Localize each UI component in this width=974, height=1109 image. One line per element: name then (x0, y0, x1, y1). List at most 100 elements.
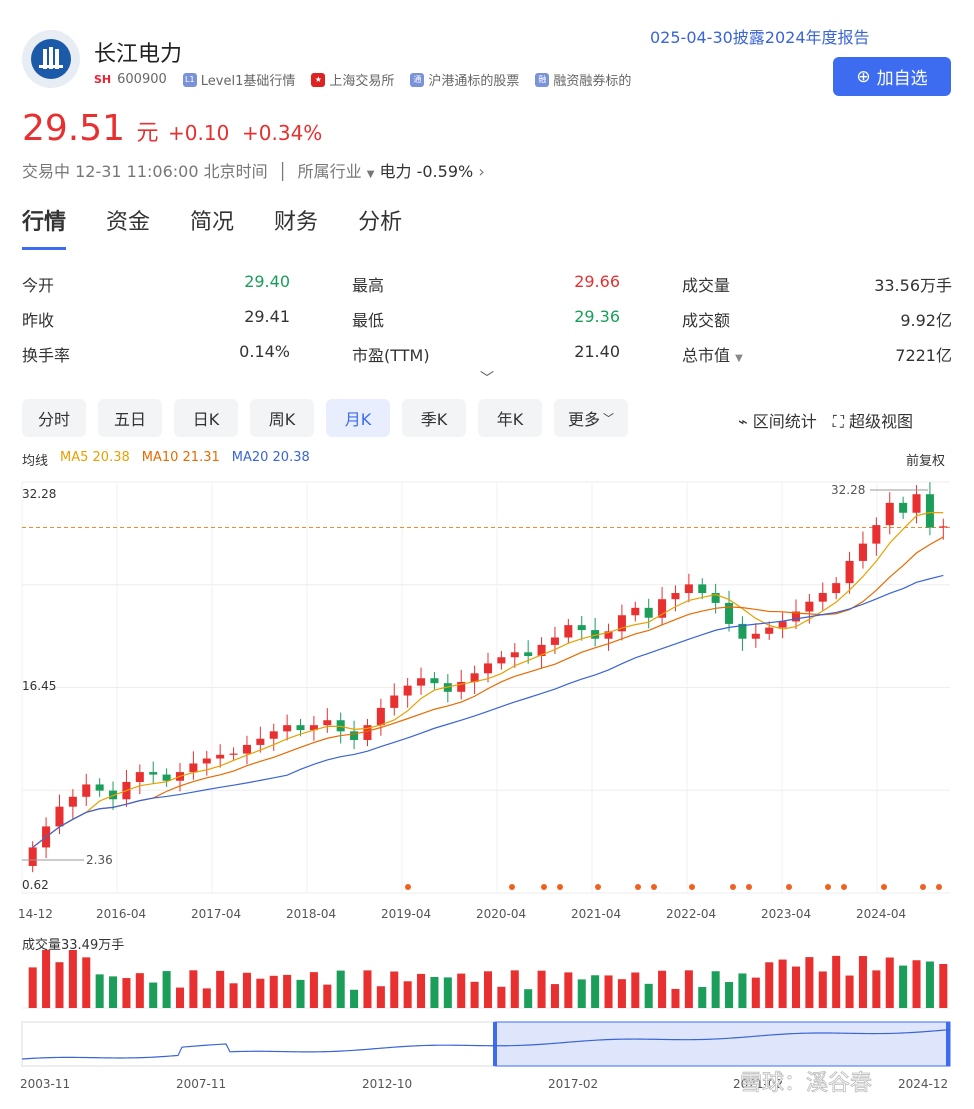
candle (671, 593, 680, 600)
industry-value[interactable]: 电力 -0.59% (379, 162, 474, 181)
volume-bar (885, 957, 894, 1008)
volume-bar (738, 973, 747, 1008)
candle (283, 725, 292, 732)
caret-down-icon: ▼ (366, 169, 375, 180)
tab-profile[interactable]: 简况 (190, 210, 235, 235)
candle (939, 526, 948, 528)
ktab-quarterly[interactable]: 季K (402, 399, 466, 437)
candle (684, 584, 693, 594)
ktab-more[interactable]: 更多 ﹀ (554, 399, 629, 437)
tab-funds[interactable]: 资金 (106, 210, 151, 235)
adjust-mode[interactable]: 前复权 (906, 454, 946, 469)
volume-bar (95, 974, 104, 1008)
candle (925, 494, 934, 528)
report-notice-link[interactable]: 025-04-30披露2024年度报告 (650, 28, 870, 47)
x-label: 2016-04 (96, 907, 146, 921)
volume-bar (591, 975, 600, 1008)
volume-bar (791, 966, 801, 1008)
ma5-line (32, 511, 944, 848)
candle (162, 774, 171, 781)
candle (336, 720, 345, 732)
ktab-weekly[interactable]: 周K (250, 399, 314, 437)
volume-bar (256, 978, 265, 1008)
tab-finance[interactable]: 财务 (274, 210, 319, 235)
candle (390, 695, 399, 708)
level1-icon: L1 (182, 72, 197, 87)
industry-label[interactable]: 所属行业 (297, 162, 362, 181)
ktab-yearly[interactable]: 年K (478, 399, 542, 437)
ma20-line (32, 574, 944, 848)
volume-bar (617, 979, 626, 1008)
volume-bar (818, 971, 827, 1008)
candle (309, 725, 318, 731)
event-dot (509, 884, 515, 890)
margin-icon: 融 (535, 72, 550, 87)
ktab-daily[interactable]: 日K (174, 399, 238, 437)
range-stats-button[interactable]: ⌁ 区间统计 (738, 412, 817, 431)
volume-bar (711, 971, 720, 1008)
candle (229, 753, 238, 755)
volume-bar (109, 976, 118, 1008)
volume-bar (845, 975, 854, 1008)
tag-exchange[interactable]: ★ 上海交易所 (311, 70, 394, 89)
tag-hk-connect[interactable]: 通沪港通标的股票 (410, 70, 519, 89)
candle (68, 796, 77, 807)
volume-bar (604, 975, 613, 1008)
volume-bar (832, 955, 841, 1008)
add-watchlist-button[interactable]: ⊕ 加自选 (833, 57, 951, 96)
expand-chevron-icon[interactable]: ﹀ (480, 371, 494, 387)
ktab-intraday[interactable]: 分时 (22, 399, 86, 437)
event-dot (405, 884, 411, 890)
x-label: 2021-04 (571, 907, 621, 921)
chevron-right-icon[interactable]: › (478, 162, 485, 181)
volume-bar (778, 959, 787, 1008)
candle (242, 744, 251, 754)
candle (95, 784, 104, 791)
event-dot (786, 884, 792, 890)
ktab-monthly[interactable]: 月K (326, 399, 390, 437)
tag-level1[interactable]: L1 Level1基础行情 (182, 70, 295, 89)
tag-margin[interactable]: 融融资融券标的 (535, 70, 631, 89)
exchange-code: SH (94, 73, 112, 86)
candle (885, 502, 894, 526)
candle (604, 631, 613, 639)
volume-bar (751, 977, 760, 1008)
volume-bar (376, 986, 385, 1008)
event-dot (841, 884, 847, 890)
candle (82, 784, 91, 797)
volume-bar (577, 979, 586, 1008)
volume-bar (336, 970, 345, 1008)
super-view-button[interactable]: ⛶ 超级视图 (832, 412, 914, 431)
volume-bar (658, 970, 667, 1008)
candle (778, 621, 787, 628)
candle (216, 754, 225, 759)
tab-analysis[interactable]: 分析 (358, 210, 403, 235)
volume-bar (189, 970, 198, 1008)
stock-tags: SH 600900 L1 Level1基础行情 ★ 上海交易所 通沪港通标的股票 融… (94, 70, 631, 89)
event-dot (557, 884, 563, 890)
expand-view-icon: ⛶ (832, 412, 844, 431)
flag-icon: ★ (311, 72, 326, 87)
watermark: 雪球：溪谷春 (740, 1071, 872, 1096)
volume-bar (497, 986, 506, 1008)
candle (577, 625, 586, 631)
volume-label: 成交量33.49万手 (22, 938, 125, 953)
candle (28, 847, 37, 866)
volume-bar (283, 974, 292, 1008)
tab-market[interactable]: 行情 (22, 204, 67, 250)
candle (698, 584, 707, 594)
volume-bar (216, 970, 225, 1008)
volume-bar (242, 972, 251, 1008)
event-dot (825, 884, 831, 890)
stock-name: 长江电力 (94, 42, 183, 67)
volume-bar (149, 982, 158, 1008)
candle (417, 678, 426, 686)
ktab-5day[interactable]: 五日 (98, 399, 162, 437)
max-price-label: 32.28 (831, 483, 865, 497)
volume-bar (912, 960, 921, 1008)
candle (805, 601, 814, 612)
volume-bar (82, 957, 91, 1008)
candle (738, 623, 747, 639)
range-stats-icon: ⌁ (738, 412, 748, 431)
